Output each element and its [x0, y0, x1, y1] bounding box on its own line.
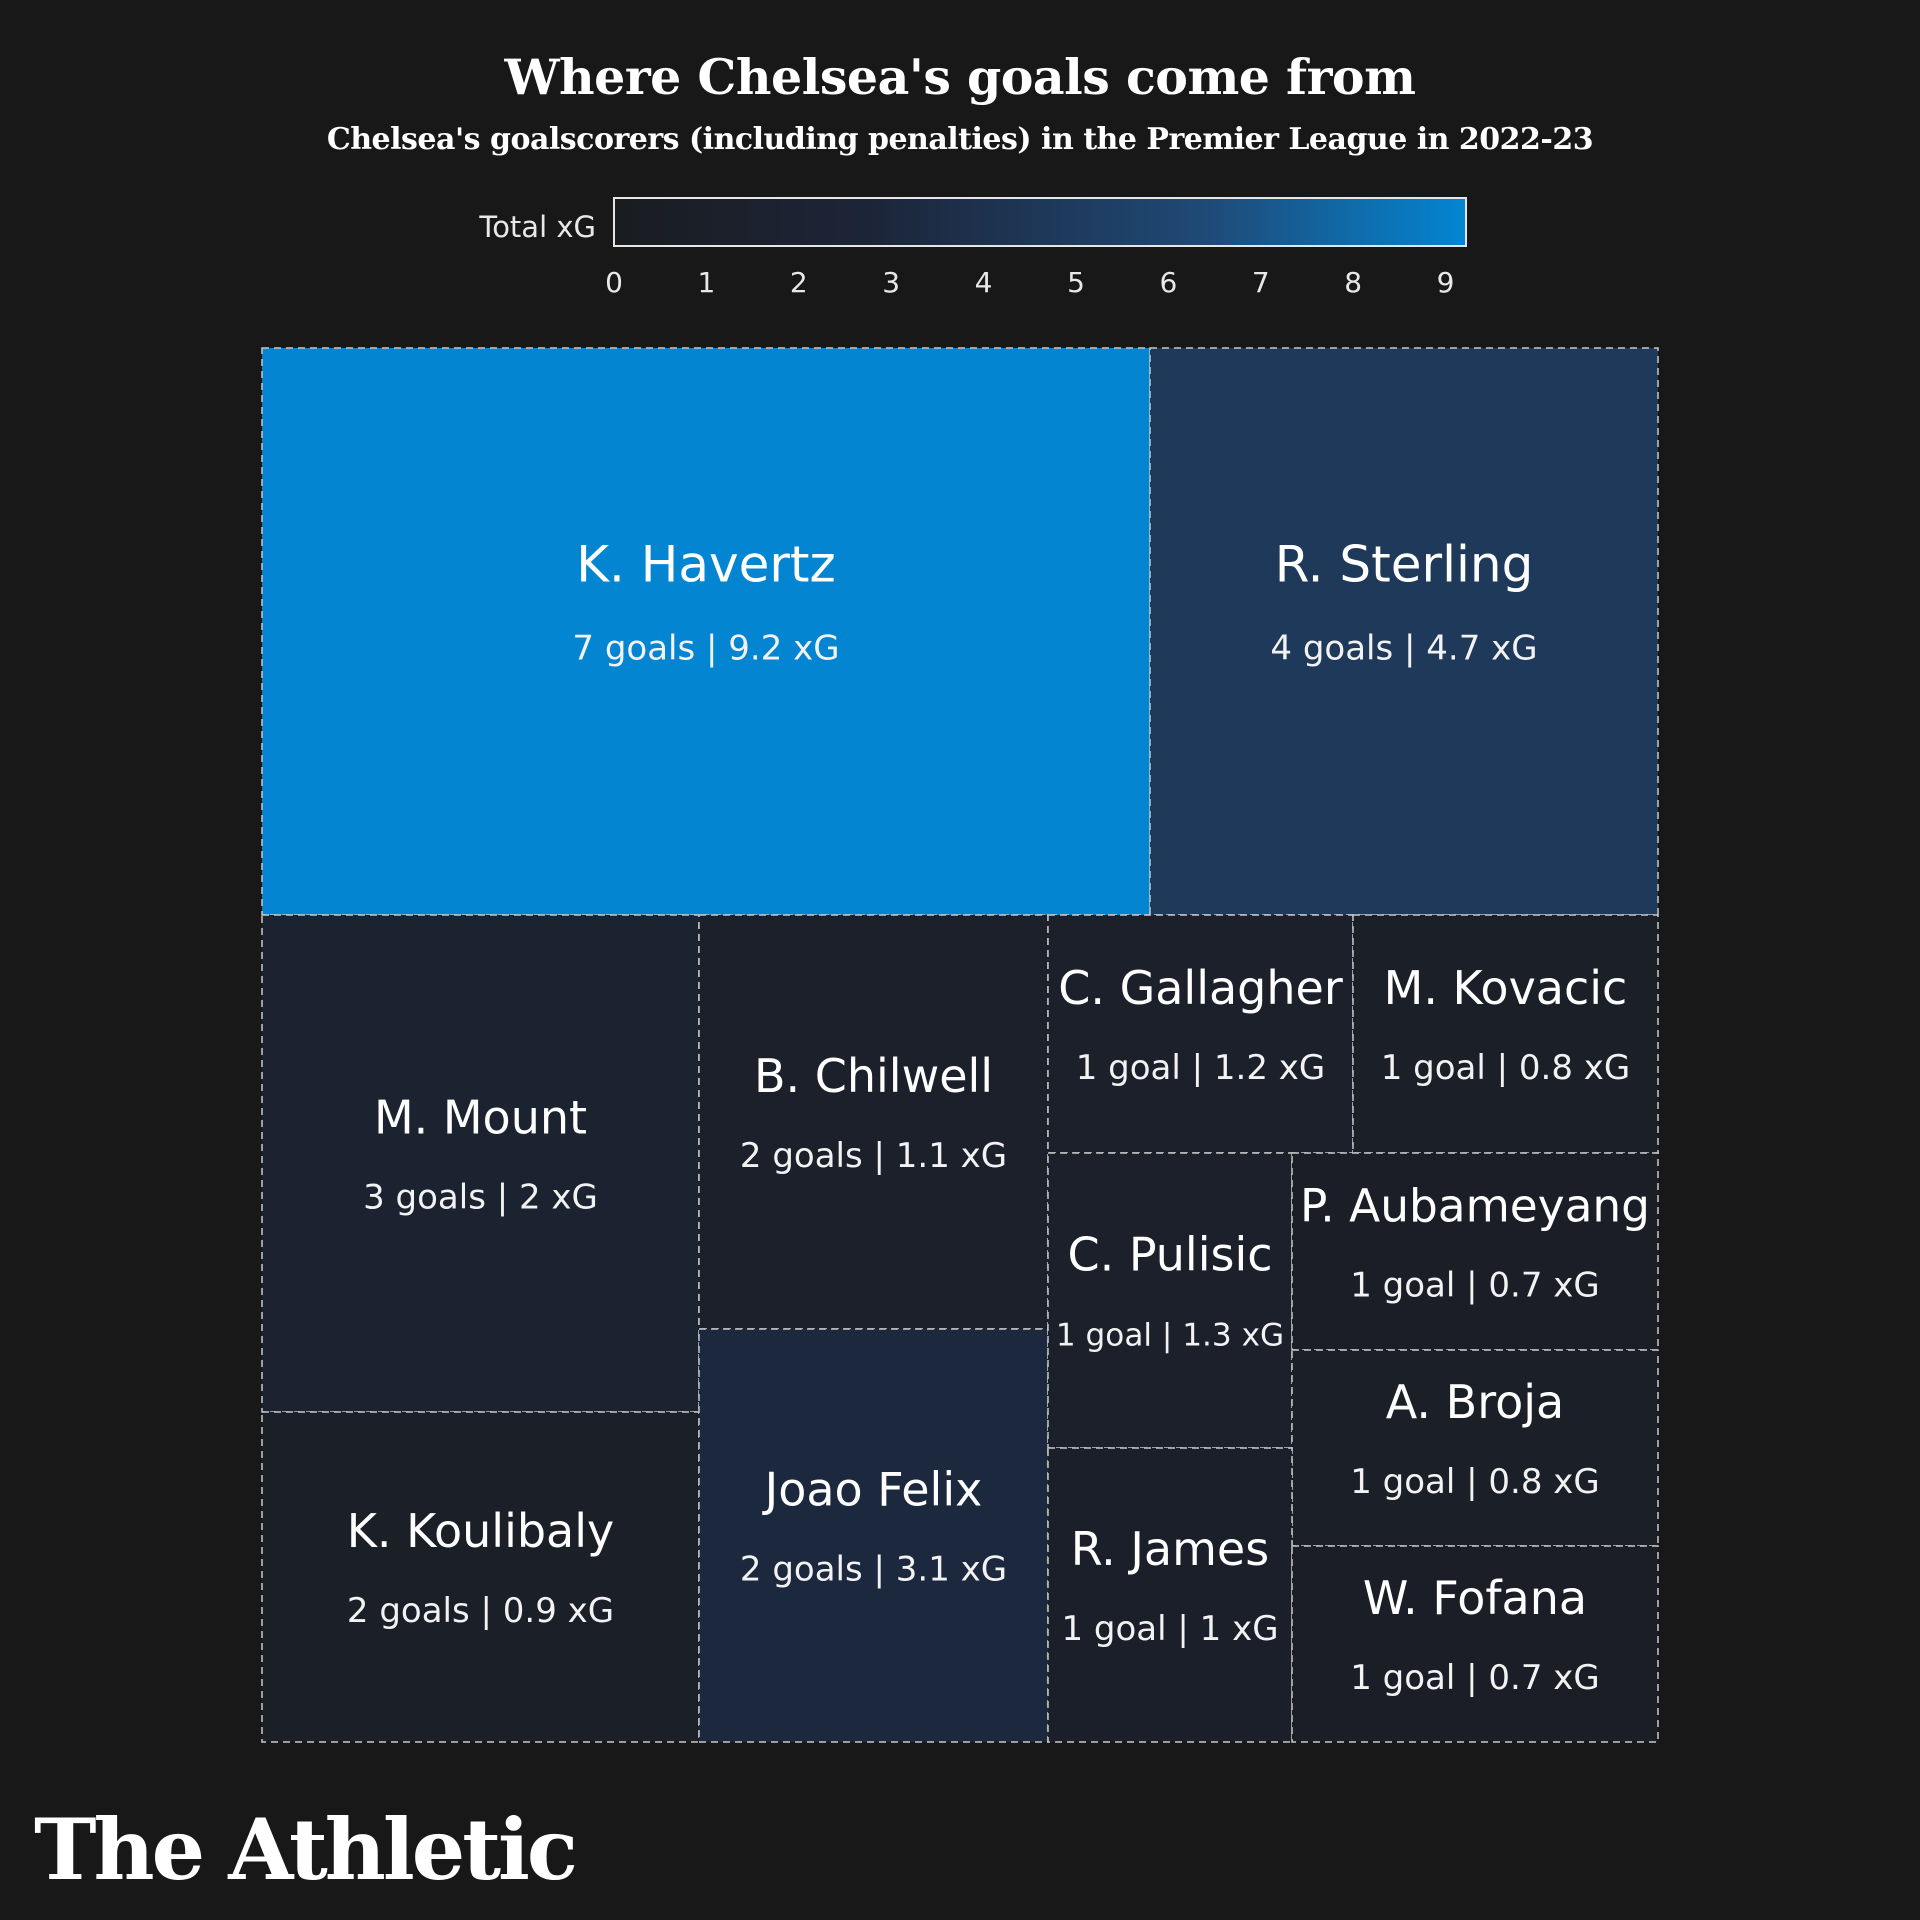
treemap-cell-a-broja: A. Broja 1 goal | 0.8 xG	[1291, 1349, 1659, 1547]
player-stat-m-kovacic: 1 goal | 0.8 xG	[1381, 1048, 1631, 1088]
treemap-rect-c-gallagher	[1047, 914, 1354, 1154]
player-name-r-sterling: R. Sterling	[1275, 536, 1534, 594]
chart-subtitle: Chelsea's goalscorers (including penalti…	[326, 122, 1594, 157]
treemap-cell-b-chilwell: B. Chilwell 2 goals | 1.1 xG	[698, 914, 1049, 1330]
treemap-rect-r-james	[1047, 1447, 1293, 1743]
legend-tick-8: 8	[1344, 266, 1363, 299]
player-stat-r-sterling: 4 goals | 4.7 xG	[1270, 629, 1537, 669]
player-name-w-fofana: W. Fofana	[1363, 1571, 1587, 1625]
player-name-k-koulibaly: K. Koulibaly	[347, 1504, 615, 1558]
legend-tick-0: 0	[605, 266, 623, 299]
player-name-m-mount: M. Mount	[374, 1091, 587, 1145]
player-stat-m-mount: 3 goals | 2 xG	[363, 1178, 598, 1218]
player-name-c-pulisic: C. Pulisic	[1067, 1228, 1272, 1282]
treemap-rect-b-chilwell	[698, 914, 1049, 1330]
legend-tick-9: 9	[1436, 266, 1455, 299]
treemap-cell-k-koulibaly: K. Koulibaly 2 goals | 0.9 xG	[261, 1411, 700, 1743]
treemap-cell-c-gallagher: C. Gallagher 1 goal | 1.2 xG	[1047, 914, 1354, 1154]
treemap-cell-k-havertz: K. Havertz 7 goals | 9.2 xG	[261, 347, 1151, 916]
player-stat-c-gallagher: 1 goal | 1.2 xG	[1076, 1048, 1326, 1088]
treemap-rect-w-fofana	[1291, 1545, 1659, 1743]
treemap-cell-c-pulisic: C. Pulisic 1 goal | 1.3 xG	[1047, 1152, 1293, 1449]
treemap-rect-m-kovacic	[1352, 914, 1659, 1154]
legend-tick-5: 5	[1067, 266, 1085, 299]
player-name-k-havertz: K. Havertz	[576, 536, 836, 594]
legend-label: Total xG	[479, 210, 596, 244]
player-name-r-james: R. James	[1071, 1522, 1269, 1576]
legend-tick-1: 1	[697, 266, 716, 299]
player-name-p-aubameyang: P. Aubameyang	[1300, 1180, 1650, 1233]
legend-tick-2: 2	[789, 266, 808, 299]
treemap-rect-k-koulibaly	[261, 1411, 700, 1743]
player-name-joao-felix: Joao Felix	[762, 1463, 983, 1517]
player-stat-p-aubameyang: 1 goal | 0.7 xG	[1350, 1266, 1600, 1306]
treemap-cell-m-kovacic: M. Kovacic 1 goal | 0.8 xG	[1352, 914, 1659, 1154]
player-stat-joao-felix: 2 goals | 3.1 xG	[740, 1550, 1007, 1590]
player-name-m-kovacic: M. Kovacic	[1384, 961, 1628, 1015]
treemap-rect-m-mount	[261, 914, 700, 1413]
legend-color-scale	[613, 197, 1467, 247]
player-name-a-broja: A. Broja	[1386, 1375, 1564, 1429]
treemap-cell-m-mount: M. Mount 3 goals | 2 xG	[261, 914, 700, 1413]
legend-tick-7: 7	[1251, 266, 1270, 299]
legend-tick-6: 6	[1159, 266, 1178, 299]
player-stat-a-broja: 1 goal | 0.8 xG	[1350, 1462, 1600, 1502]
treemap-rect-k-havertz	[261, 347, 1151, 916]
legend-tick-3: 3	[882, 266, 901, 299]
player-stat-c-pulisic: 1 goal | 1.3 xG	[1056, 1318, 1284, 1354]
player-name-b-chilwell: B. Chilwell	[754, 1049, 993, 1103]
chart-title: Where Chelsea's goals come from	[504, 48, 1416, 106]
treemap-rect-r-sterling	[1149, 347, 1659, 916]
treemap-rect-joao-felix	[698, 1328, 1049, 1743]
player-stat-k-havertz: 7 goals | 9.2 xG	[572, 629, 839, 669]
player-stat-w-fofana: 1 goal | 0.7 xG	[1350, 1658, 1600, 1698]
player-name-c-gallagher: C. Gallagher	[1058, 961, 1343, 1015]
treemap-cell-r-sterling: R. Sterling 4 goals | 4.7 xG	[1149, 347, 1659, 916]
treemap-cell-w-fofana: W. Fofana 1 goal | 0.7 xG	[1291, 1545, 1659, 1743]
player-stat-r-james: 1 goal | 1 xG	[1061, 1609, 1278, 1649]
treemap-cell-joao-felix: Joao Felix 2 goals | 3.1 xG	[698, 1328, 1049, 1743]
the-athletic-logo: The Athletic	[34, 1800, 578, 1899]
player-stat-b-chilwell: 2 goals | 1.1 xG	[740, 1136, 1007, 1176]
treemap-cell-r-james: R. James 1 goal | 1 xG	[1047, 1447, 1293, 1743]
treemap-rect-c-pulisic	[1047, 1152, 1293, 1449]
treemap-cell-p-aubameyang: P. Aubameyang 1 goal | 0.7 xG	[1291, 1152, 1659, 1351]
legend-tick-4: 4	[974, 266, 993, 299]
player-stat-k-koulibaly: 2 goals | 0.9 xG	[347, 1591, 614, 1631]
